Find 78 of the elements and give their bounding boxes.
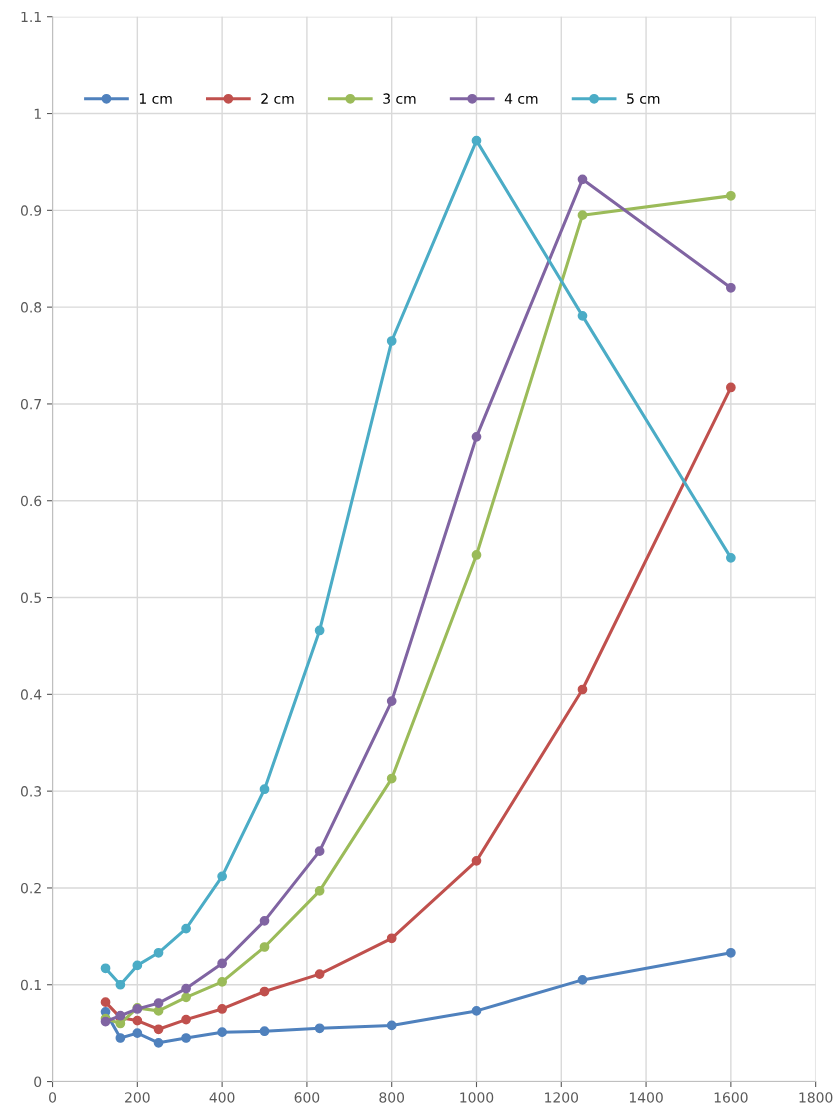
point — [471, 855, 482, 866]
point — [471, 135, 482, 146]
point — [577, 310, 588, 321]
y-tick-label: 0.3 — [20, 786, 42, 797]
point — [259, 942, 270, 952]
x-tick-label: 200 — [125, 1092, 150, 1103]
y-tick-label: 1.1 — [21, 11, 41, 22]
point — [217, 871, 227, 882]
point — [100, 963, 111, 974]
x-tick-label: 1000 — [460, 1092, 494, 1103]
point — [726, 552, 736, 563]
y-tick-label: 0.1 — [20, 979, 41, 991]
y-tick-label: 0.2 — [20, 882, 41, 894]
y-tick-label: 0.4 — [20, 689, 42, 700]
point — [577, 210, 588, 221]
point — [181, 1014, 191, 1025]
point — [726, 190, 736, 201]
point — [217, 958, 227, 969]
y-tick-label: 0.5 — [20, 592, 41, 604]
point — [386, 933, 397, 944]
point — [386, 1020, 397, 1031]
point — [181, 992, 191, 1003]
point — [314, 625, 325, 636]
x-tick-label: 400 — [209, 1092, 235, 1103]
point — [115, 979, 126, 990]
point — [471, 1006, 482, 1016]
point — [153, 947, 164, 958]
point — [259, 915, 270, 926]
point — [132, 1028, 143, 1039]
point — [726, 282, 736, 293]
point — [100, 997, 111, 1008]
point — [217, 1027, 227, 1038]
x-tick-label: 1800 — [799, 1092, 833, 1103]
point — [314, 885, 325, 896]
point — [314, 1023, 325, 1034]
y-tick-label: 0.8 — [20, 302, 42, 313]
point — [726, 947, 736, 958]
x-tick-label: 0 — [49, 1092, 57, 1103]
x-tick-label: 1400 — [629, 1092, 663, 1103]
y-tick-label: 0.7 — [20, 398, 41, 410]
point — [217, 976, 227, 987]
point — [386, 696, 397, 706]
point — [259, 986, 270, 997]
point — [181, 1033, 191, 1043]
point — [386, 336, 397, 346]
point — [471, 431, 482, 442]
x-tick-label: 800 — [379, 1092, 405, 1103]
legend-label: 5 cm — [627, 93, 660, 104]
y-tick-label: 1 — [34, 108, 41, 119]
point — [153, 998, 164, 1009]
x-tick-label: 1200 — [545, 1092, 579, 1103]
point — [153, 1037, 164, 1048]
point — [132, 1015, 143, 1026]
legend-label: 2 cm — [261, 93, 294, 104]
point — [314, 846, 325, 857]
point — [577, 174, 588, 185]
x-tick-label: 600 — [294, 1092, 320, 1103]
point — [181, 923, 191, 934]
point — [386, 773, 397, 784]
point — [132, 960, 143, 971]
point — [726, 382, 736, 393]
point — [259, 784, 270, 795]
point — [153, 1024, 164, 1035]
point — [115, 1033, 126, 1043]
point — [577, 975, 588, 985]
y-tick-label: 0.9 — [20, 205, 42, 216]
point — [577, 684, 588, 695]
y-tick-label: 0 — [34, 1076, 42, 1088]
legend-label: 1 cm — [139, 93, 172, 104]
y-tick-label: 0.6 — [20, 495, 42, 507]
legend-label: 3 cm — [383, 93, 416, 104]
point — [181, 983, 191, 994]
x-tick-label: 1600 — [714, 1092, 748, 1103]
point — [217, 1004, 227, 1014]
point — [259, 1026, 270, 1037]
point — [314, 969, 325, 979]
legend-label: 4 cm — [504, 93, 538, 104]
point — [471, 550, 482, 560]
